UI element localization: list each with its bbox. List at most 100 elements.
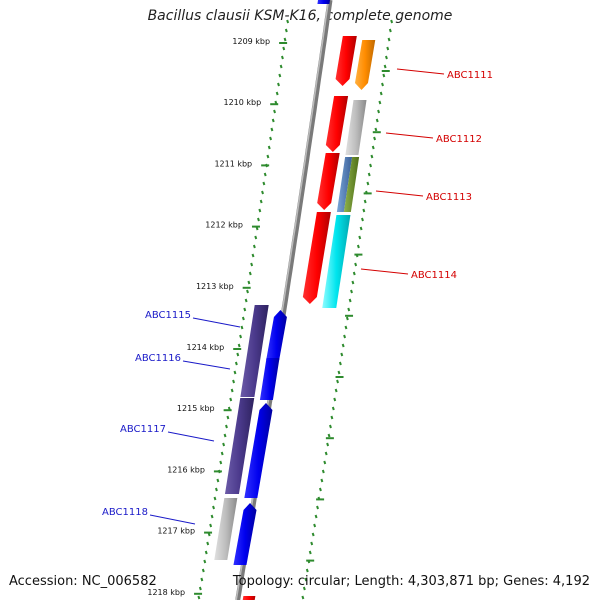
inner-dot [277, 82, 280, 87]
outer-dot [356, 244, 360, 249]
kbp-label: 1217 kbp [157, 527, 195, 536]
outer-dot [382, 73, 386, 78]
inner-dot [258, 208, 262, 213]
inner-gene-label: ABC1116 [135, 353, 181, 364]
outer-dot [320, 478, 324, 483]
outer-dot [340, 352, 344, 357]
inner-dot [240, 325, 244, 330]
gene-inner-gray [214, 498, 238, 560]
tick-dot-tracks [194, 19, 394, 600]
outer-dot [374, 127, 378, 132]
inner-dot [244, 298, 248, 303]
kbp-label: 1218 kbp [147, 588, 185, 597]
inner-dot [252, 244, 256, 249]
outer-dot [358, 235, 362, 240]
outer-dot [302, 586, 306, 591]
inner-dot [214, 487, 218, 492]
inner-dot [225, 424, 228, 429]
accession-text: Accession: NC_006582 [9, 574, 157, 589]
outer-dot [377, 109, 381, 114]
backbone-line [235, 0, 333, 600]
inner-dot [286, 19, 290, 24]
inner-gene-label: ABC1117 [120, 424, 166, 435]
inner-dot [222, 442, 226, 447]
inner-gene-label: ABC1115 [145, 310, 191, 321]
outer-dot [341, 343, 345, 348]
gene-inner-blue-edge [317, 0, 330, 4]
outer-dot [310, 541, 314, 546]
inner-dot [261, 190, 264, 195]
outer-dot [367, 172, 371, 177]
outer-dot [362, 208, 366, 213]
outer-leader-line [385, 132, 434, 139]
outer-dot [354, 262, 358, 267]
outer-dot [326, 442, 330, 447]
inner-dot [216, 478, 220, 483]
inner-dot [223, 433, 227, 438]
feature-group [214, 0, 376, 600]
outer-dot [344, 325, 348, 330]
inner-dot [266, 154, 270, 159]
outer-dot [337, 370, 341, 375]
inner-gene-label: ABC1118 [102, 507, 148, 518]
outer-dot [321, 469, 325, 474]
kbp-label: 1209 kbp [232, 37, 270, 46]
inner-leader-line [182, 360, 231, 370]
outer-dot [381, 82, 384, 87]
genome-summary-text: Topology: circular; Length: 4,303,871 bp… [232, 574, 590, 589]
inner-dot [200, 577, 204, 582]
inner-dot [246, 289, 249, 294]
kbp-label: 1214 kbp [187, 343, 225, 352]
outer-dot [375, 118, 379, 123]
outer-dot [301, 595, 305, 600]
outer-dot [333, 397, 337, 402]
outer-leader-line [396, 68, 445, 75]
gene-inner-purple [240, 305, 269, 397]
gene-inner-blue [233, 503, 257, 565]
gene-outer-red [335, 36, 357, 86]
gene-inner-blue [259, 358, 280, 400]
inner-dot [270, 127, 274, 132]
inner-dot [271, 118, 275, 123]
outer-dot [351, 280, 355, 285]
gene-outer-red-edge [242, 596, 256, 600]
outer-dot [386, 46, 390, 51]
outer-dot [378, 100, 382, 105]
inner-dot [197, 595, 201, 600]
inner-dot [284, 28, 288, 33]
outer-dot [343, 334, 347, 339]
inner-dot [233, 370, 237, 375]
backbone-highlight [235, 0, 330, 600]
inner-dot [234, 361, 238, 366]
gene-outer-olive [343, 157, 360, 212]
inner-dot [247, 280, 251, 285]
backbone-group [235, 0, 333, 600]
outer-dot [366, 181, 370, 186]
inner-dot [230, 388, 234, 393]
outer-dot [308, 550, 312, 555]
outer-dot [384, 55, 388, 60]
outer-dot [347, 307, 351, 312]
kbp-label: 1216 kbp [167, 465, 205, 474]
inner-dot [241, 316, 245, 321]
outer-dot [350, 289, 353, 294]
outer-dot [363, 199, 367, 204]
inner-dot [248, 271, 252, 276]
inner-dot [237, 343, 241, 348]
inner-leader-line [167, 431, 215, 442]
gene-outer-red [325, 96, 349, 152]
outer-dot [314, 514, 318, 519]
outer-dot [316, 505, 319, 510]
outer-dot [348, 298, 352, 303]
inner-dot [203, 559, 207, 564]
inner-dot [251, 253, 255, 258]
outer-dot [334, 388, 338, 393]
inner-dot [239, 334, 243, 339]
outer-dot [379, 91, 383, 96]
inner-dot [201, 568, 205, 573]
inner-dot [220, 451, 224, 456]
outer-gene-label: ABC1112 [436, 134, 482, 145]
outer-dot [369, 163, 373, 168]
